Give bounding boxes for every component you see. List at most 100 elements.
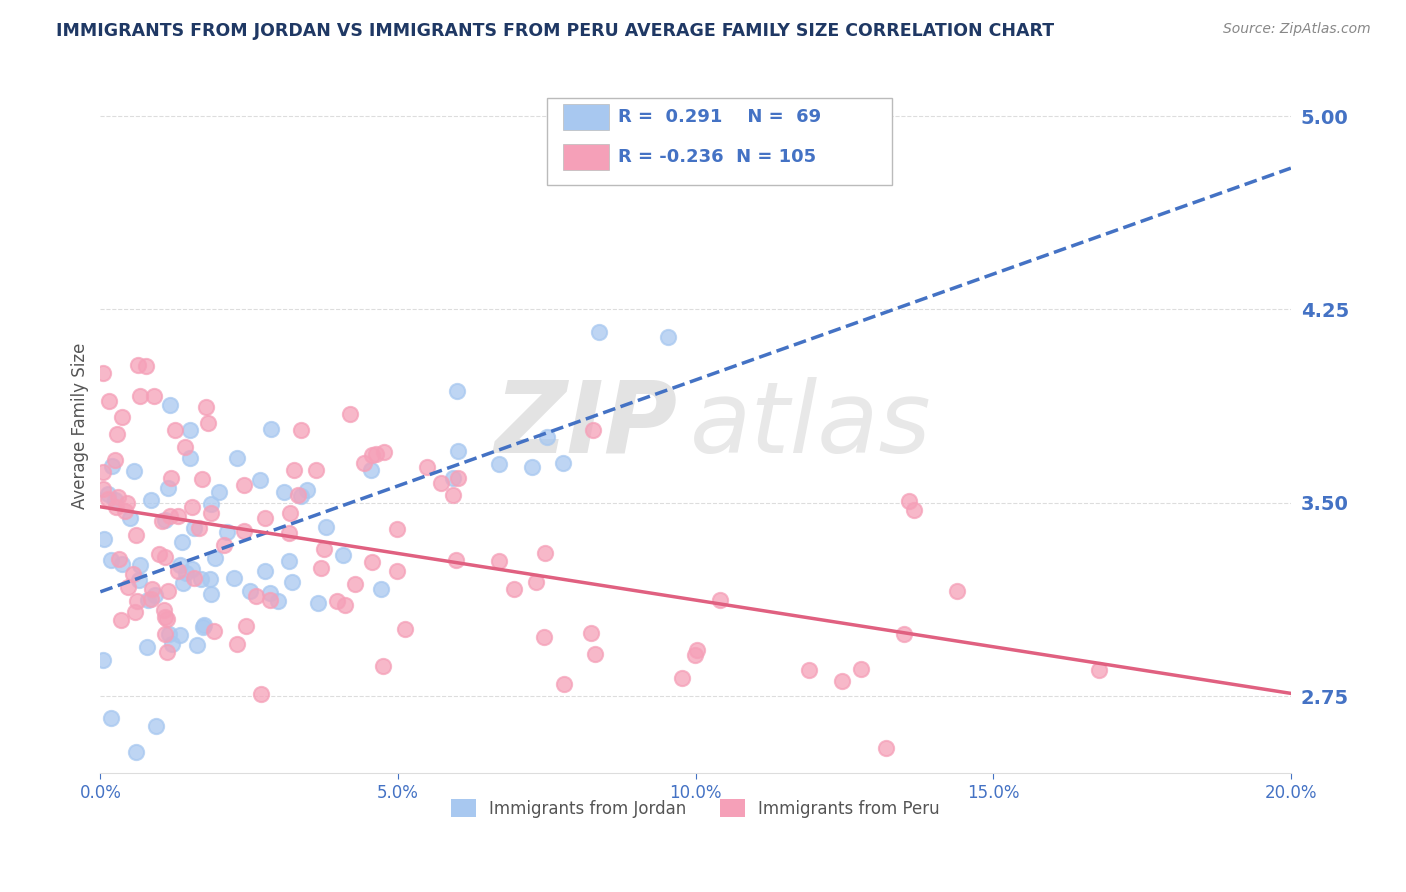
Point bbox=[875, 740, 897, 755]
Text: ZIP: ZIP bbox=[495, 377, 678, 474]
Point bbox=[159, 509, 181, 524]
Point bbox=[97, 394, 120, 409]
Y-axis label: Average Family Size: Average Family Size bbox=[72, 343, 89, 508]
Point bbox=[125, 527, 148, 541]
Point bbox=[583, 647, 606, 661]
Point bbox=[104, 453, 127, 467]
Point bbox=[447, 443, 470, 458]
Point bbox=[172, 575, 194, 590]
FancyBboxPatch shape bbox=[547, 98, 891, 186]
Point bbox=[110, 557, 132, 571]
Point bbox=[520, 459, 543, 474]
Point bbox=[686, 642, 709, 657]
Point bbox=[278, 553, 301, 567]
Text: IMMIGRANTS FROM JORDAN VS IMMIGRANTS FROM PERU AVERAGE FAMILY SIZE CORRELATION C: IMMIGRANTS FROM JORDAN VS IMMIGRANTS FRO… bbox=[56, 22, 1054, 40]
Point bbox=[903, 503, 925, 517]
Point bbox=[91, 652, 114, 666]
Point bbox=[197, 416, 219, 430]
Point bbox=[249, 473, 271, 487]
Point bbox=[110, 613, 132, 627]
Point bbox=[141, 582, 163, 596]
Point bbox=[124, 605, 146, 619]
Point bbox=[488, 457, 510, 471]
Point bbox=[385, 522, 408, 536]
Point bbox=[897, 493, 920, 508]
Point bbox=[283, 463, 305, 477]
Point bbox=[280, 575, 302, 590]
Point bbox=[157, 627, 180, 641]
Point bbox=[250, 687, 273, 701]
Point bbox=[373, 658, 395, 673]
Point bbox=[148, 547, 170, 561]
Point bbox=[353, 456, 375, 470]
Point bbox=[156, 645, 179, 659]
Point bbox=[290, 423, 312, 437]
Point bbox=[503, 582, 526, 596]
Point bbox=[183, 521, 205, 535]
Point bbox=[127, 594, 149, 608]
Point bbox=[143, 588, 166, 602]
Point bbox=[165, 423, 187, 437]
Point bbox=[278, 506, 301, 520]
Point bbox=[446, 384, 468, 398]
Point bbox=[180, 562, 202, 576]
Point bbox=[97, 486, 120, 500]
Point bbox=[222, 571, 245, 585]
Point bbox=[343, 576, 366, 591]
Point bbox=[849, 662, 872, 676]
Point bbox=[129, 558, 152, 573]
Point bbox=[360, 555, 382, 569]
Point bbox=[277, 526, 299, 541]
Point bbox=[200, 507, 222, 521]
Point bbox=[100, 553, 122, 567]
Point bbox=[259, 586, 281, 600]
Point bbox=[259, 593, 281, 607]
Point bbox=[153, 513, 176, 527]
Point bbox=[135, 640, 157, 654]
Point bbox=[799, 663, 821, 677]
Point bbox=[156, 584, 179, 599]
Point bbox=[339, 407, 361, 421]
Point bbox=[153, 550, 176, 565]
Point bbox=[145, 719, 167, 733]
Point bbox=[100, 711, 122, 725]
Point bbox=[536, 430, 558, 444]
Point bbox=[441, 487, 464, 501]
Point bbox=[166, 564, 188, 578]
Point bbox=[117, 580, 139, 594]
Point bbox=[212, 538, 235, 552]
Point bbox=[181, 500, 204, 514]
Point bbox=[373, 445, 395, 459]
Point bbox=[441, 470, 464, 484]
Point bbox=[488, 553, 510, 567]
Point bbox=[135, 359, 157, 373]
Point bbox=[170, 535, 193, 549]
Point bbox=[533, 630, 555, 644]
Point bbox=[152, 603, 174, 617]
Point bbox=[215, 525, 238, 540]
Text: R =  0.291    N =  69: R = 0.291 N = 69 bbox=[619, 108, 821, 126]
Point bbox=[429, 475, 451, 490]
Point bbox=[160, 471, 183, 485]
Point bbox=[173, 441, 195, 455]
Point bbox=[290, 489, 312, 503]
Legend: Immigrants from Jordan, Immigrants from Peru: Immigrants from Jordan, Immigrants from … bbox=[444, 793, 946, 824]
Point bbox=[153, 609, 176, 624]
Point bbox=[332, 548, 354, 562]
Point bbox=[671, 672, 693, 686]
Point bbox=[385, 564, 408, 578]
Point bbox=[416, 459, 439, 474]
Point bbox=[360, 448, 382, 462]
Point bbox=[579, 626, 602, 640]
Point bbox=[226, 637, 249, 651]
Point bbox=[125, 745, 148, 759]
Point bbox=[128, 573, 150, 587]
Point bbox=[200, 587, 222, 601]
Point bbox=[370, 582, 392, 596]
Point bbox=[831, 674, 853, 689]
Point bbox=[195, 400, 218, 414]
Point bbox=[1088, 664, 1111, 678]
Point bbox=[150, 514, 173, 528]
Point bbox=[169, 558, 191, 572]
Point bbox=[309, 561, 332, 575]
